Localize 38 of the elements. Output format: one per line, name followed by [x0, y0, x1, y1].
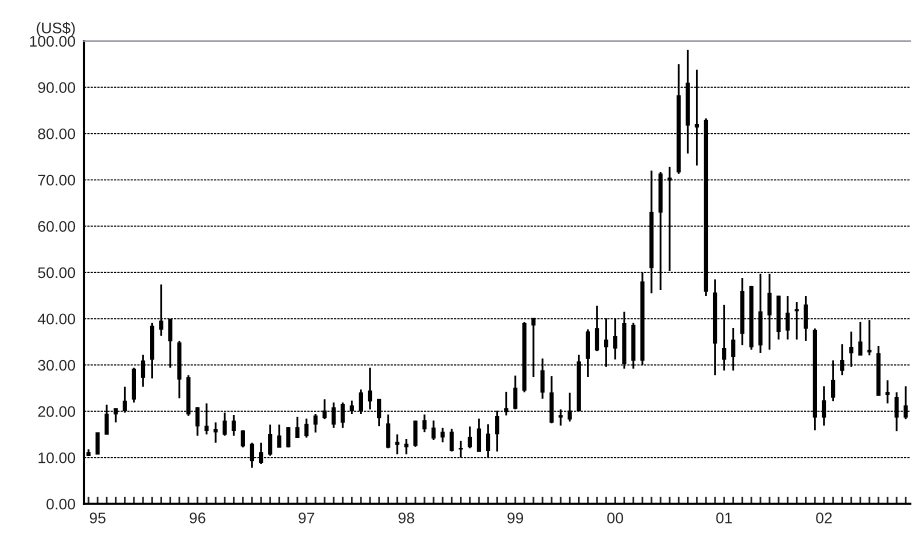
candlestick — [422, 414, 427, 433]
x-tick-label: 02 — [816, 512, 832, 524]
x-tick-label: 00 — [607, 512, 624, 524]
candlestick — [214, 421, 218, 444]
x-tick-label: 96 — [190, 512, 206, 524]
candlestick — [232, 414, 236, 437]
candlestick — [858, 321, 862, 356]
y-tick-label: 80.00 — [38, 128, 76, 140]
y-tick-label: 40.00 — [38, 314, 76, 324]
y-axis-title: (US$) — [36, 22, 75, 36]
y-tick-label: 90.00 — [38, 82, 76, 94]
y-tick-label: 50.00 — [38, 267, 76, 278]
y-tick-label: 100.00 — [30, 36, 76, 47]
candlestick — [476, 418, 482, 452]
y-tick-label: 70.00 — [38, 174, 76, 186]
candlestick — [295, 416, 300, 439]
candlestick — [277, 424, 282, 448]
candlestick — [286, 426, 290, 448]
y-tick-label: 0.00 — [46, 498, 76, 510]
candlestick — [468, 426, 472, 450]
candlestick — [304, 418, 309, 439]
candlestick — [450, 428, 454, 452]
x-tick-label: 95 — [90, 512, 106, 524]
y-tick-label: 30.00 — [38, 360, 76, 371]
candlestick — [440, 427, 445, 444]
y-tick-label: 60.00 — [38, 221, 76, 232]
x-tick-label: 01 — [716, 512, 732, 524]
y-tick-label: 20.00 — [38, 406, 76, 417]
candlestick — [395, 434, 400, 456]
candlestick — [313, 413, 318, 434]
x-tick-label: 98 — [398, 512, 414, 524]
candlestick — [240, 429, 245, 448]
candlestick — [386, 414, 390, 450]
candlestick — [885, 379, 890, 404]
y-tick-label: 10.00 — [38, 452, 76, 464]
x-tick-label: 99 — [508, 512, 524, 524]
candlestick — [431, 420, 436, 441]
x-tick-label: 97 — [298, 512, 314, 524]
